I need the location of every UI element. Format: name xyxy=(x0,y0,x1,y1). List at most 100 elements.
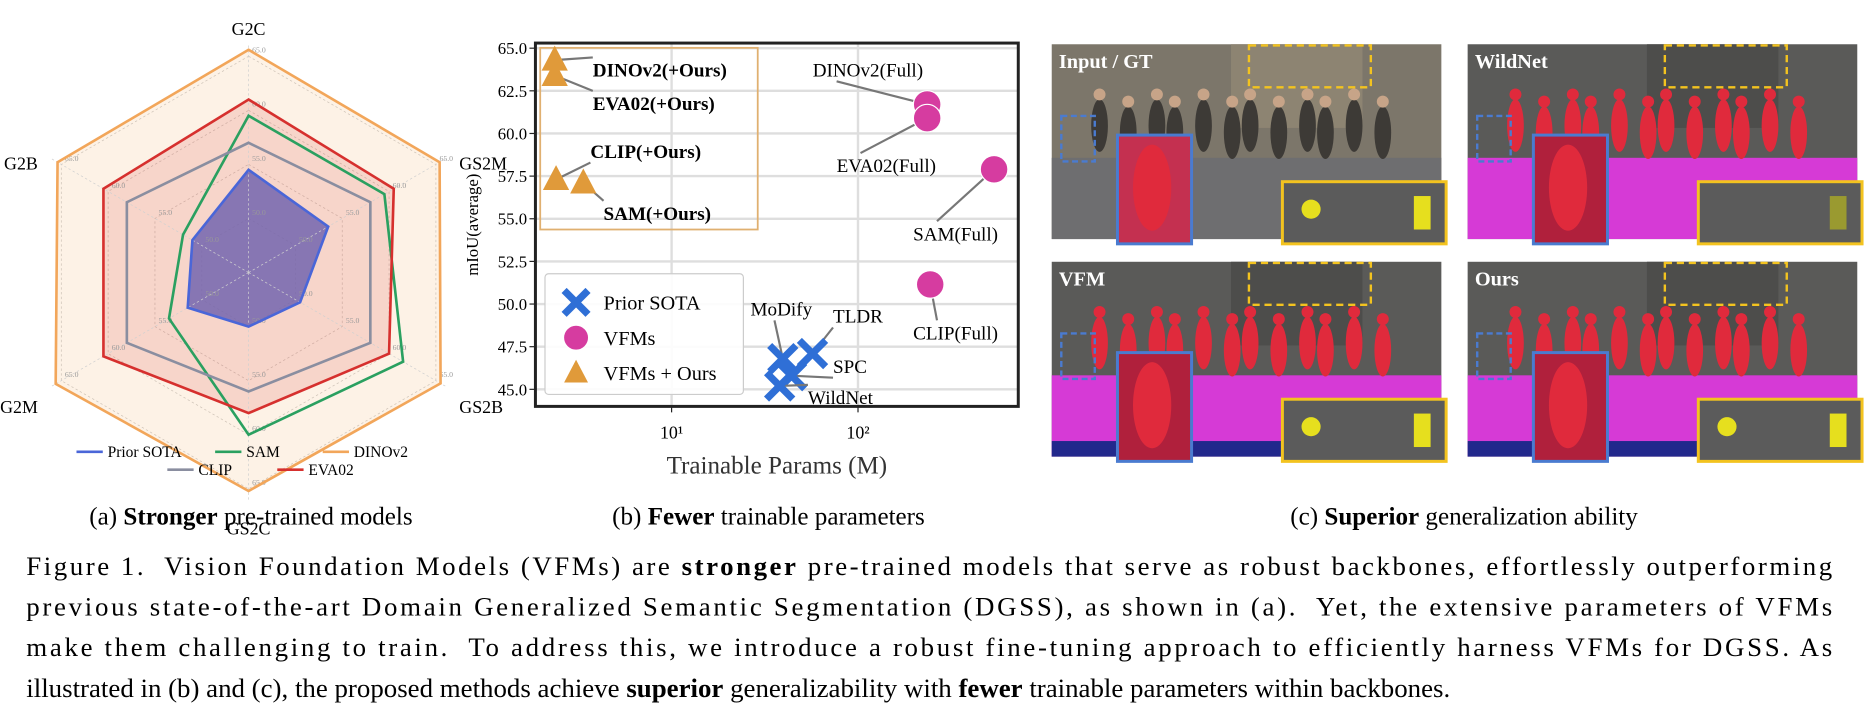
person xyxy=(1611,99,1628,152)
inset-figure xyxy=(1133,144,1172,231)
person xyxy=(1686,323,1704,377)
annotation-arrow xyxy=(836,80,928,106)
point-label: SAM(+Ours) xyxy=(604,204,712,225)
legend-box xyxy=(544,273,744,396)
caption-run: (c) xyxy=(1290,504,1324,531)
inset-sign-rect xyxy=(1413,196,1431,230)
person xyxy=(1241,316,1259,370)
person xyxy=(1715,316,1732,370)
person-head xyxy=(1792,313,1805,326)
person xyxy=(1732,323,1750,377)
radar-line xyxy=(167,113,405,437)
legend-label: CLIP xyxy=(198,462,232,479)
person xyxy=(1374,106,1392,159)
radar-tick-label: 60.0 xyxy=(393,181,407,190)
caption-run: illustrated in (b) and (c), the proposed… xyxy=(26,673,626,703)
person-head xyxy=(1584,313,1597,326)
person xyxy=(1715,99,1732,152)
inset-sign-round xyxy=(1301,417,1321,437)
legend-swatch xyxy=(561,287,591,317)
person-head xyxy=(1660,88,1673,101)
person xyxy=(1790,323,1808,377)
inset-figure xyxy=(1548,362,1588,449)
plot-frame xyxy=(533,41,1020,408)
point-label: MoDify xyxy=(751,300,813,321)
figure-caption-line: make them challenging to train. To addre… xyxy=(26,632,1832,662)
radar-tick-label: 65.0 xyxy=(65,154,79,163)
radar-tick-label: 65.0 xyxy=(252,46,266,55)
person xyxy=(1299,99,1316,152)
point-label: CLIP(Full) xyxy=(913,323,998,344)
x-axis-title: Trainable Params (M) xyxy=(667,452,888,479)
radar-tick-label: 60.0 xyxy=(252,100,266,109)
radar-tick-label: 50.0 xyxy=(205,235,219,244)
person xyxy=(1345,99,1363,152)
person-head xyxy=(1376,95,1389,108)
radar-axis-label: G2B xyxy=(4,154,38,174)
x-tick-label: 10² xyxy=(846,423,869,443)
person-head xyxy=(1197,305,1210,318)
marker-circle xyxy=(915,270,945,299)
person xyxy=(1317,323,1334,377)
person-head xyxy=(1168,95,1181,108)
person xyxy=(1611,316,1628,370)
point-label: CLIP(+Ours) xyxy=(590,142,701,163)
person-head xyxy=(1688,313,1701,326)
person-head xyxy=(1566,88,1579,101)
radar-axis-label: GS2B xyxy=(459,397,503,417)
legend-label: VFMs xyxy=(604,328,656,350)
legend-label: SAM xyxy=(246,444,280,461)
person-head xyxy=(1735,95,1748,108)
person-head xyxy=(1122,313,1135,326)
person-head xyxy=(1735,313,1748,326)
legend-label: Prior SOTA xyxy=(108,444,183,461)
caption-bold: Stronger xyxy=(123,504,217,531)
point-label: DINOv2(+Ours) xyxy=(593,61,727,82)
caption-run: make them challenging to train. To addre… xyxy=(26,632,1832,662)
person-head xyxy=(1226,313,1239,326)
person xyxy=(1761,99,1779,152)
scatter-chart: 45.0 47.5 50.0 52.5 55.0 57.5 60.0 62.5 65.0 10¹ 1… xyxy=(463,39,1020,479)
caption-run: (b) xyxy=(612,504,648,531)
zoom-box xyxy=(1247,44,1373,89)
caption-line: (b) Fewer trainable parameters xyxy=(612,504,925,531)
radar-tick-label: 55.0 xyxy=(159,208,173,217)
person xyxy=(1241,99,1259,152)
person xyxy=(1507,99,1524,152)
legend-label: VFMs + Ours xyxy=(604,363,717,385)
person-head xyxy=(1093,305,1106,318)
grid-ring xyxy=(154,163,343,382)
person-head xyxy=(1717,305,1730,318)
person-head xyxy=(1688,95,1701,108)
legend-swatch xyxy=(562,324,590,351)
figure-caption-line: previous state-of-the-art Domain General… xyxy=(26,592,1832,622)
radar-tick-label: 65.0 xyxy=(65,370,79,379)
person-head xyxy=(1642,95,1655,108)
marker-triangle xyxy=(541,45,568,71)
caption-bold: Fewer xyxy=(648,504,715,531)
figure-caption-line: Figure 1. Vision Foundation Models (VFMs… xyxy=(26,551,1832,581)
legend-label: EVA02 xyxy=(308,462,353,479)
caption-bold: stronger xyxy=(682,551,796,581)
radar-tick-label: 55.0 xyxy=(252,370,266,379)
person-head xyxy=(1792,95,1805,108)
person-head xyxy=(1660,305,1673,318)
inset-figure xyxy=(1548,144,1588,231)
y-tick-label: 57.5 xyxy=(498,167,527,186)
zoom-box xyxy=(1663,261,1788,306)
marker-triangle xyxy=(541,61,568,86)
inset-sign-round xyxy=(1301,199,1321,219)
person-head xyxy=(1301,88,1314,101)
panel-label: Ours xyxy=(1475,269,1519,291)
panel-label: Input / GT xyxy=(1059,51,1153,73)
radar-tick-label: 65.0 xyxy=(252,478,266,487)
y-tick-label: 60.0 xyxy=(498,124,527,143)
person xyxy=(1507,316,1524,370)
radar-line xyxy=(125,141,372,393)
zoom-box xyxy=(1060,114,1096,163)
person-head xyxy=(1319,313,1332,326)
image-panel: WildNet xyxy=(1467,44,1864,246)
person xyxy=(1195,316,1212,370)
person-head xyxy=(1122,95,1135,108)
